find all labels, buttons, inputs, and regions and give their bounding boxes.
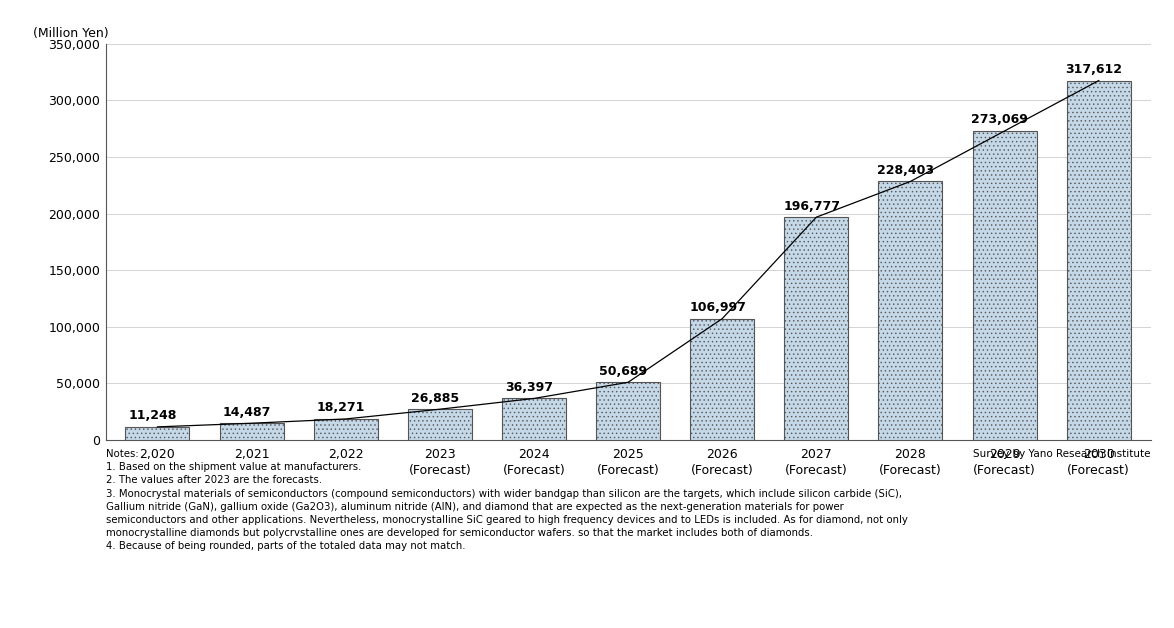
Text: 50,689: 50,689 bbox=[599, 365, 647, 378]
Text: Survey by Yano Research Institute: Survey by Yano Research Institute bbox=[973, 449, 1151, 459]
Bar bbox=[313, 419, 378, 440]
Bar bbox=[220, 423, 284, 440]
Text: (Million Yen): (Million Yen) bbox=[33, 27, 108, 40]
Bar bbox=[784, 217, 849, 440]
Bar bbox=[1067, 80, 1131, 440]
Bar bbox=[690, 318, 754, 440]
Text: 106,997: 106,997 bbox=[689, 301, 745, 314]
Text: 11,248: 11,248 bbox=[128, 409, 177, 423]
Bar bbox=[596, 382, 660, 440]
Bar bbox=[407, 409, 472, 440]
Text: 196,777: 196,777 bbox=[783, 200, 841, 213]
Bar bbox=[878, 181, 943, 440]
Text: 228,403: 228,403 bbox=[877, 164, 935, 177]
Text: 36,397: 36,397 bbox=[505, 381, 553, 394]
Bar bbox=[126, 427, 189, 440]
Text: Notes:
1. Based on the shipment value at manufacturers.
2. The values after 2023: Notes: 1. Based on the shipment value at… bbox=[106, 449, 908, 551]
Text: 14,487: 14,487 bbox=[223, 406, 271, 419]
Text: 273,069: 273,069 bbox=[971, 114, 1028, 126]
Text: 18,271: 18,271 bbox=[317, 401, 365, 414]
Text: 317,612: 317,612 bbox=[1066, 63, 1122, 76]
Bar bbox=[972, 131, 1037, 440]
Bar bbox=[502, 398, 566, 440]
Text: 26,885: 26,885 bbox=[411, 392, 459, 404]
